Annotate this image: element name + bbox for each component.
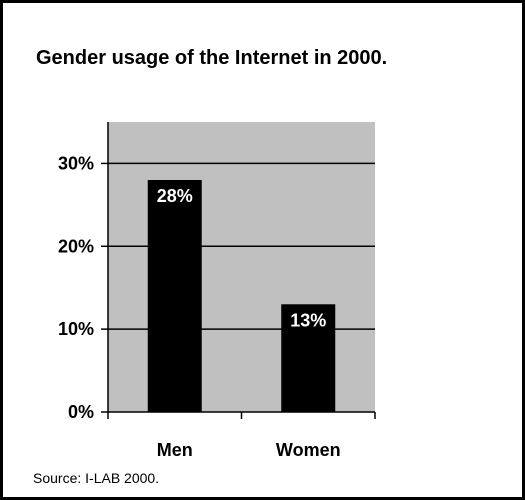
y-tick-label: 30% bbox=[58, 153, 94, 173]
y-tick-label: 0% bbox=[68, 402, 94, 422]
data-label: 13% bbox=[290, 310, 326, 330]
bars bbox=[147, 180, 336, 412]
bar-men bbox=[147, 180, 202, 412]
chart-title: Gender usage of the Internet in 2000. bbox=[36, 47, 388, 69]
category-label: Women bbox=[276, 440, 341, 460]
source-note: Source: I-LAB 2000. bbox=[33, 470, 160, 486]
data-label: 28% bbox=[157, 186, 193, 206]
y-tick-label: 20% bbox=[58, 236, 94, 256]
labels: 0% 10% 20% 30% 28% Men 13% Women bbox=[58, 153, 341, 460]
axes bbox=[101, 122, 376, 419]
bar-women bbox=[281, 304, 336, 412]
y-tick-label: 10% bbox=[58, 319, 94, 339]
category-label: Men bbox=[157, 440, 193, 460]
